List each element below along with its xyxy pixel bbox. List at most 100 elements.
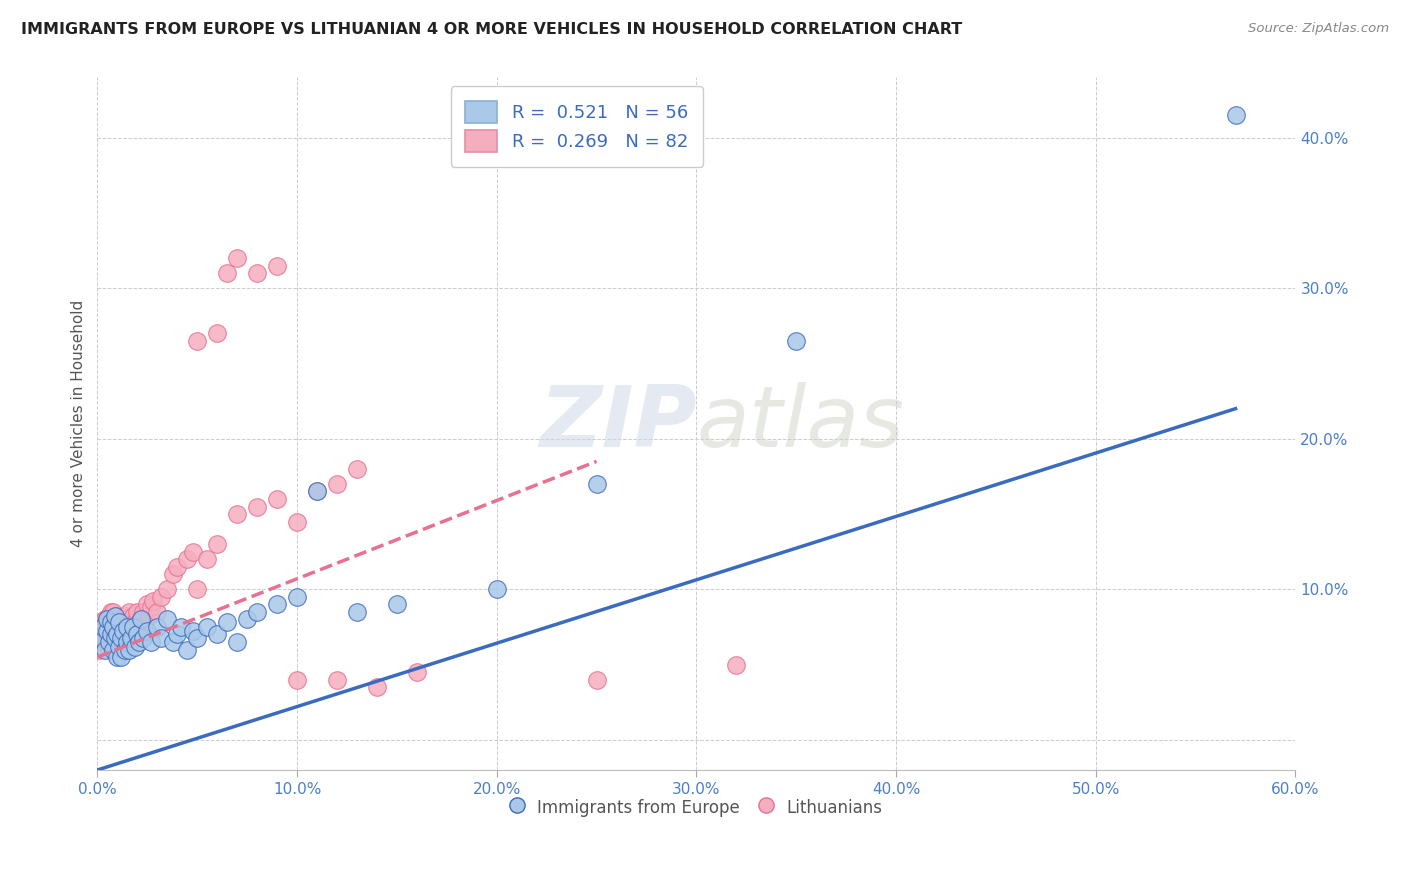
Point [305,484,328,499]
Point [98,635,121,649]
Point [110,650,132,665]
Point [150,631,173,645]
Text: Source: ZipAtlas.com: Source: ZipAtlas.com [1249,22,1389,36]
Point [127,627,149,641]
Point [138,609,160,624]
Point [346,462,368,476]
Point [114,620,136,634]
Point [785,334,807,348]
Point [176,642,198,657]
Point [120,631,142,645]
Point [105,609,128,624]
Point [162,635,184,649]
Point [89,642,111,657]
Point [166,627,188,641]
Point [110,631,132,645]
Point [725,657,748,672]
Point [100,605,122,619]
Point [98,620,121,634]
Point [105,635,128,649]
Point [385,598,408,612]
Point [266,259,288,273]
Point [217,266,239,280]
Point [103,627,125,641]
Point [181,544,204,558]
Point [104,624,127,639]
Point [90,627,112,641]
Point [120,615,142,630]
Point [141,600,163,615]
Point [112,631,135,645]
Point [127,605,149,619]
Point [108,615,131,630]
Point [98,631,121,645]
Point [100,627,122,641]
Point [110,624,132,639]
Point [103,642,125,657]
Text: atlas: atlas [696,382,904,466]
Point [124,631,146,645]
Point [186,631,208,645]
Point [142,594,165,608]
Point [112,615,135,630]
Point [108,640,131,654]
Point [98,609,121,624]
Y-axis label: 4 or more Vehicles in Household: 4 or more Vehicles in Household [72,300,86,548]
Point [94,631,117,645]
Point [485,582,508,597]
Point [96,635,118,649]
Point [156,582,179,597]
Point [129,612,152,626]
Point [96,612,118,626]
Point [128,615,150,630]
Point [134,620,156,634]
Point [117,612,139,626]
Point [114,609,136,624]
Point [94,612,117,626]
Point [104,612,127,626]
Point [146,605,169,619]
Point [181,624,204,639]
Point [108,615,131,630]
Point [217,615,239,630]
Point [266,491,288,506]
Point [205,537,228,551]
Point [127,624,149,639]
Point [141,635,163,649]
Point [205,326,228,341]
Point [195,620,218,634]
Point [93,620,115,634]
Point [226,251,249,265]
Point [114,642,136,657]
Point [94,642,117,657]
Point [120,631,142,645]
Point [585,477,607,491]
Point [150,590,173,604]
Point [186,334,208,348]
Point [246,266,269,280]
Point [103,605,125,619]
Point [122,624,145,639]
Point [118,642,141,657]
Point [93,635,115,649]
Point [226,635,249,649]
Point [100,615,122,630]
Point [585,673,607,687]
Point [117,631,139,645]
Point [226,507,249,521]
Point [118,605,141,619]
Point [96,620,118,634]
Point [105,650,128,665]
Point [108,631,131,645]
Point [129,612,152,626]
Point [166,559,188,574]
Point [136,624,159,639]
Legend: Immigrants from Europe, Lithuanians: Immigrants from Europe, Lithuanians [503,790,889,824]
Point [285,673,308,687]
Point [170,620,193,634]
Point [205,627,228,641]
Point [93,620,115,634]
Point [246,500,269,514]
Point [124,615,146,630]
Point [246,605,269,619]
